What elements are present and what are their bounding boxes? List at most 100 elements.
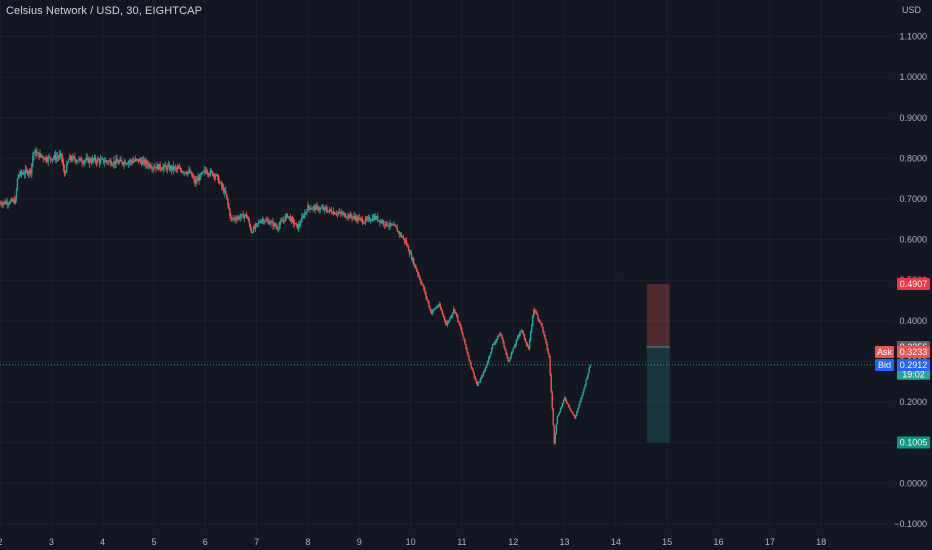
candle-body xyxy=(55,157,58,160)
candle-body xyxy=(356,217,358,221)
candle-body xyxy=(293,223,296,225)
candle-body xyxy=(587,373,589,378)
candle-body xyxy=(575,415,577,419)
candle-body xyxy=(253,226,256,228)
candle-body xyxy=(76,161,78,162)
candle-body xyxy=(50,158,53,161)
candle-body xyxy=(503,341,505,348)
candle-body xyxy=(275,225,277,227)
candle-body xyxy=(476,382,478,386)
candle-body xyxy=(257,222,260,224)
candle-body xyxy=(98,159,101,163)
candle-body xyxy=(571,410,573,413)
candle-body xyxy=(126,163,128,165)
candle-body xyxy=(246,216,249,219)
candle-body xyxy=(168,165,171,170)
x-tick-label: 8 xyxy=(305,537,310,547)
candle-body xyxy=(124,161,126,165)
candle-body xyxy=(187,171,189,175)
candle-body xyxy=(460,326,462,330)
candle-body xyxy=(225,190,227,195)
candle-body xyxy=(373,215,376,220)
candle-body xyxy=(400,233,403,237)
candle-body xyxy=(469,360,471,363)
candle-body xyxy=(37,152,39,154)
candle-body xyxy=(138,159,141,162)
candle-body xyxy=(258,222,261,223)
candle-body xyxy=(566,402,569,404)
candle-body xyxy=(92,158,95,160)
candle-body xyxy=(426,296,428,300)
candle-body xyxy=(102,158,105,163)
candle-body xyxy=(467,352,469,357)
candle-body xyxy=(557,414,560,417)
candle-body xyxy=(559,408,562,413)
candle-body xyxy=(512,348,514,352)
candle-body xyxy=(94,157,97,162)
candle-body xyxy=(568,406,571,409)
candle-body xyxy=(338,212,340,214)
candle-body xyxy=(447,321,450,323)
candle-body xyxy=(308,205,310,208)
candle-body xyxy=(129,160,132,162)
candle-body xyxy=(561,403,564,407)
candle-body xyxy=(137,159,140,162)
y-tick-label: 0.2000 xyxy=(899,397,927,407)
candle-body xyxy=(443,316,446,321)
candle-body xyxy=(51,158,54,161)
candle-body xyxy=(290,217,293,222)
x-tick-label: 6 xyxy=(203,537,208,547)
candle-body xyxy=(23,173,26,175)
candle-body xyxy=(139,159,142,162)
candle-body xyxy=(403,238,406,242)
candle-body xyxy=(157,164,159,170)
candle-body xyxy=(327,210,330,213)
candle-body xyxy=(354,215,356,218)
candle-body xyxy=(439,304,442,309)
candle-body xyxy=(435,307,437,309)
candle-body xyxy=(61,156,64,164)
candle-body xyxy=(267,220,269,222)
candle-body xyxy=(77,160,79,162)
candle-body xyxy=(36,153,38,156)
candle-body xyxy=(393,224,395,226)
candle-body xyxy=(286,214,289,218)
candle-body xyxy=(300,222,302,225)
candle-body xyxy=(153,167,155,169)
candle-body xyxy=(306,211,308,213)
candle-body xyxy=(320,208,322,209)
candle-body xyxy=(344,213,346,217)
candle-body xyxy=(161,169,163,171)
candle-body xyxy=(84,160,86,162)
candle-body xyxy=(415,264,417,269)
candle-body xyxy=(363,222,366,224)
candle-body xyxy=(53,154,56,158)
candle-body xyxy=(329,209,332,211)
candle-body xyxy=(355,217,357,221)
candle-body xyxy=(221,182,223,187)
candle-body xyxy=(93,157,96,160)
candle-body xyxy=(562,399,565,404)
candle-body xyxy=(364,218,367,223)
candle-body xyxy=(196,180,198,181)
candle-body xyxy=(376,216,378,220)
candle-body xyxy=(163,164,165,168)
candle-body xyxy=(461,329,463,334)
candle-body xyxy=(70,155,72,160)
candle-body xyxy=(6,201,8,205)
candle-body xyxy=(445,323,448,326)
symbol-title[interactable]: Celsius Network / USD, 30, EIGHTCAP xyxy=(6,5,203,17)
candle-body xyxy=(483,370,486,373)
y-tick-label: −0.1000 xyxy=(894,519,927,529)
candle-body xyxy=(479,378,482,383)
candle-body xyxy=(353,215,355,218)
candle-body xyxy=(532,315,534,326)
candle-body xyxy=(140,161,143,165)
candle-body xyxy=(223,187,225,193)
currency-label[interactable]: USD xyxy=(902,5,922,15)
candle-body xyxy=(372,217,375,220)
candle-body xyxy=(243,215,245,219)
candle-body xyxy=(385,221,387,226)
